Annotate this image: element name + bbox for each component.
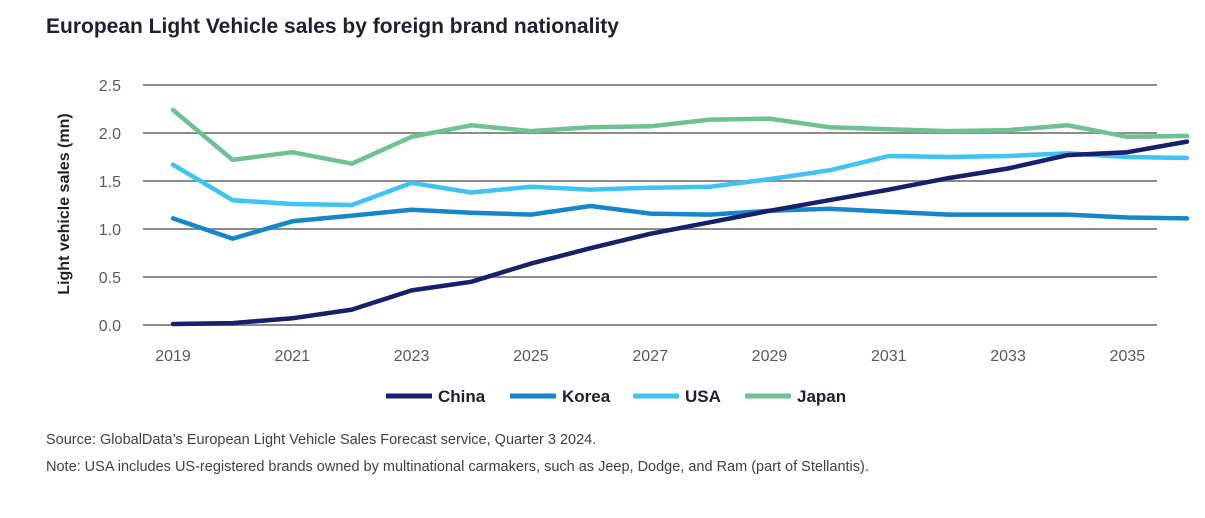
x-tick-label: 2025 — [513, 348, 549, 365]
series-line-korea — [170, 203, 1190, 241]
y-tick-labels: 0.0 0.5 1.0 1.5 2.0 2.5 — [99, 78, 121, 335]
legend-label-korea: Korea — [562, 387, 611, 406]
x-tick-label: 2031 — [871, 348, 907, 365]
x-tick-label: 2021 — [274, 348, 310, 365]
x-tick-label: 2019 — [155, 348, 191, 365]
usa-note: Note: USA includes US-registered brands … — [46, 459, 869, 475]
series-lines — [170, 107, 1190, 327]
y-tick-label: 0.5 — [99, 270, 121, 287]
legend-label-china: China — [438, 387, 486, 406]
line-chart: 0.00.51.01.52.02.5 2019 2021 2023 2025 2027 2… — [56, 78, 1190, 406]
y-tick-label: 1.0 — [99, 222, 121, 239]
y-tick-label: 1.5 — [99, 174, 121, 191]
x-tick-label: 2035 — [1110, 348, 1146, 365]
y-axis-title: Light vehicle sales (mn) — [56, 113, 73, 294]
series-line-usa — [170, 150, 1190, 208]
y-tick-label: 2.5 — [99, 78, 121, 95]
chart-title: European Light Vehicle sales by foreign … — [46, 15, 619, 38]
x-tick-label: 2029 — [752, 348, 788, 365]
y-tick-label: 2.0 — [99, 126, 121, 143]
x-tick-label: 2023 — [394, 348, 430, 365]
x-tick-labels: 2019 2021 2023 2025 2027 2029 2031 2033 2035 — [155, 348, 1145, 365]
series-line-japan — [170, 107, 1190, 166]
grid-lines — [143, 84, 1157, 326]
legend-label-japan: Japan — [797, 387, 846, 406]
source-note: Source: GlobalData’s European Light Vehi… — [46, 432, 597, 448]
series-line-china — [170, 139, 1190, 327]
legend: China Korea USA Japan — [386, 387, 846, 406]
x-tick-label: 2027 — [632, 348, 668, 365]
y-tick-label: 0.0 — [99, 318, 121, 335]
x-tick-label: 2033 — [990, 348, 1026, 365]
legend-label-usa: USA — [685, 387, 721, 406]
